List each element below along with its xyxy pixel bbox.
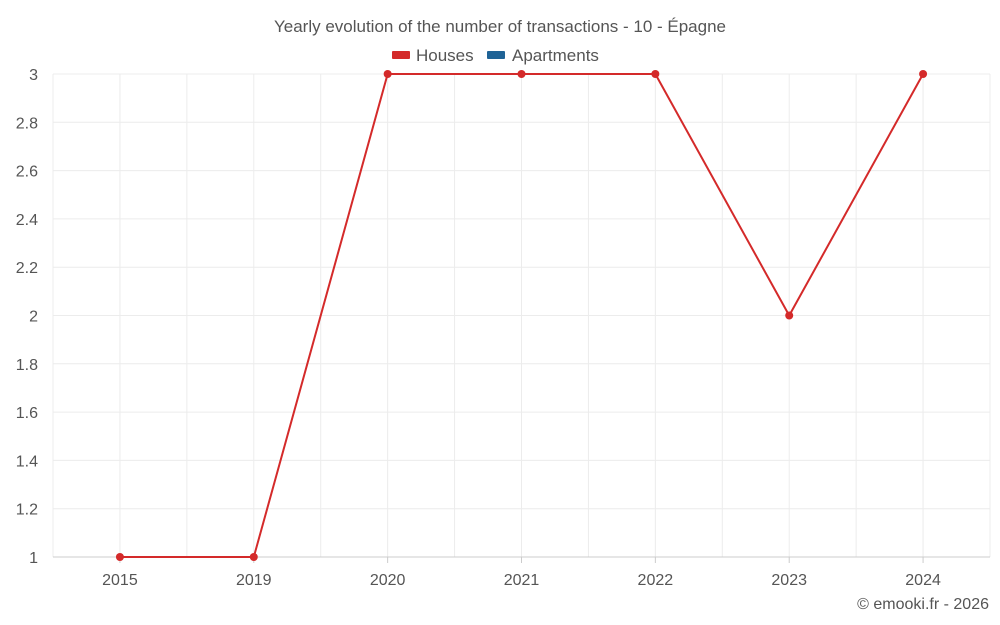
data-point[interactable] [115,553,124,561]
x-tick-label: 2022 [638,572,674,589]
x-tick-label: 2024 [905,572,941,589]
gridlines [52,73,991,557]
data-point[interactable] [785,311,794,320]
y-tick-label: 2 [29,309,38,326]
legend-item-apartments[interactable]: Apartments [487,46,599,65]
y-tick-label: 1.2 [16,502,38,519]
legend-label-houses: Houses [416,46,474,65]
credit-text: © emooki.fr - 2026 [857,596,989,613]
data-point[interactable] [383,70,392,78]
data-point[interactable] [517,70,526,78]
y-tick-label: 3 [29,67,38,84]
legend[interactable]: Houses Apartments [392,46,599,65]
data-point[interactable] [651,70,660,78]
legend-label-apartments: Apartments [512,46,599,65]
y-tick-label: 1.8 [16,357,38,374]
y-axis-ticks: 1 1.2 1.4 1.6 1.8 2 2.2 2.4 2.6 2.8 3 [16,67,38,567]
y-tick-label: 1.6 [16,405,38,422]
x-tick-label: 2015 [102,572,138,589]
legend-swatch-apartments [487,51,505,59]
x-axis-ticks: 2015 2019 2020 2021 2022 2023 2024 [102,557,941,589]
legend-swatch-houses [392,51,410,59]
x-tick-label: 2023 [771,572,807,589]
y-tick-label: 1.4 [16,453,38,470]
x-tick-label: 2019 [236,572,272,589]
series-houses [115,70,928,561]
data-point[interactable] [919,70,928,78]
x-tick-label: 2020 [370,572,406,589]
legend-item-houses[interactable]: Houses [392,46,474,65]
y-tick-label: 2.6 [16,164,38,181]
data-point[interactable] [249,553,258,561]
chart-title: Yearly evolution of the number of transa… [274,17,726,36]
y-tick-label: 2.4 [16,212,38,229]
x-tick-label: 2021 [504,572,540,589]
y-tick-label: 2.8 [16,115,38,132]
y-tick-label: 1 [29,550,38,567]
y-tick-label: 2.2 [16,260,38,277]
